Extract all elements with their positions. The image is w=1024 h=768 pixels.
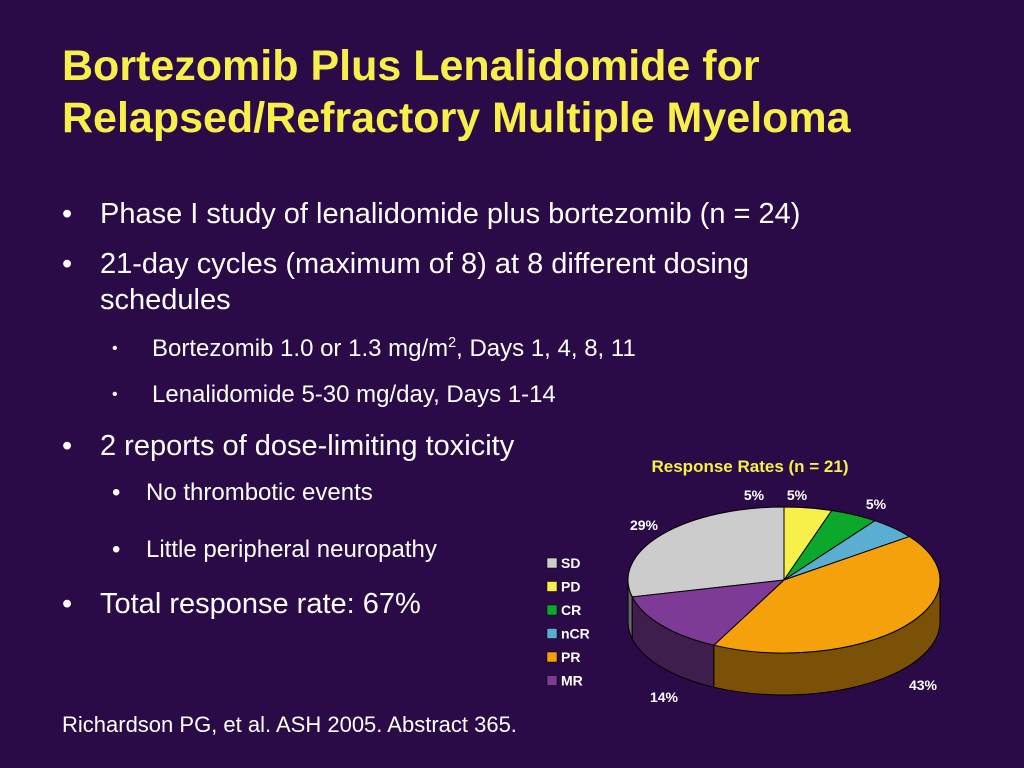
- pie-slice-pr: [712, 535, 941, 654]
- pie-label-pd: 5%: [744, 487, 765, 503]
- slide-title-line-2: Relapsed/Refractory Multiple Myeloma: [62, 94, 851, 142]
- sub-bullet-dot: •: [112, 340, 118, 357]
- legend-label-mr: MR: [561, 673, 583, 689]
- sub-bullet-dot: •: [112, 536, 121, 563]
- sub-bullet-dot: •: [112, 479, 121, 506]
- legend-swatch-ncr: [546, 628, 558, 639]
- pie-label-pr: 43%: [909, 677, 938, 693]
- pie-label-ncr: 5%: [866, 496, 887, 512]
- sub-bullet-text: Lenalidomide 5-30 mg/day, Days 1-14: [152, 381, 556, 408]
- legend-swatch-sd: [546, 557, 558, 569]
- sub-bullet-text-tail: , Days 1, 4, 8, 11: [456, 335, 636, 362]
- citation-footer: Richardson PG, et al. ASH 2005. Abstract…: [62, 712, 517, 737]
- legend-label-sd: SD: [561, 555, 580, 571]
- sub-bullet-text: No thrombotic events: [146, 479, 373, 506]
- bullet-text: Total response rate: 67%: [100, 588, 421, 620]
- pie-label-mr: 14%: [650, 689, 679, 705]
- sub-bullet-text: Bortezomib 1.0 or 1.3 mg/m2, Days 1, 4, …: [152, 334, 636, 364]
- pie-slice-sd: [627, 506, 785, 598]
- pie-slice-mr: [631, 579, 786, 646]
- pie-label-sd: 29%: [630, 517, 659, 533]
- bullet-text: Phase I study of lenalidomide plus borte…: [100, 198, 801, 230]
- sub-bullet-text-main: Bortezomib 1.0 or 1.3 mg/m: [152, 335, 449, 362]
- bullet-dot: •: [62, 588, 73, 620]
- pie-label-cr: 5%: [787, 487, 808, 503]
- response-rate-pie-chart: Response Rates (n = 21) 29% 5% 5% 5% 43% 14% SD…: [546, 457, 941, 705]
- chart-title: Response Rates (n = 21): [652, 457, 849, 476]
- legend-label-pr: PR: [561, 649, 580, 665]
- legend-label-ncr: nCR: [561, 626, 590, 642]
- legend-swatch-cr: [546, 604, 558, 616]
- bullet-dot: •: [62, 198, 73, 230]
- bullet-text-line-1: 21-day cycles (maximum of 8) at 8 differ…: [100, 248, 750, 280]
- sub-bullet-dot: •: [112, 386, 118, 403]
- legend-swatch-pd: [546, 581, 558, 592]
- sub-bullet-text: Little peripheral neuropathy: [146, 536, 437, 563]
- legend-label-cr: CR: [561, 602, 581, 618]
- slide-title-line-1: Bortezomib Plus Lenalidomide for: [62, 42, 760, 90]
- slide-title: Bortezomib Plus Lenalidomide for Relapse…: [62, 40, 1002, 144]
- legend-swatch-pr: [546, 651, 558, 663]
- bullet-text: 2 reports of dose-limiting toxicity: [100, 430, 515, 462]
- legend-label-pd: PD: [561, 579, 580, 595]
- bullet-dot: •: [62, 248, 73, 280]
- legend-swatch-mr: [546, 675, 558, 686]
- bullet-dot: •: [62, 430, 73, 462]
- bullet-text-line-2: schedules: [100, 284, 231, 316]
- superscript-2: 2: [448, 335, 457, 351]
